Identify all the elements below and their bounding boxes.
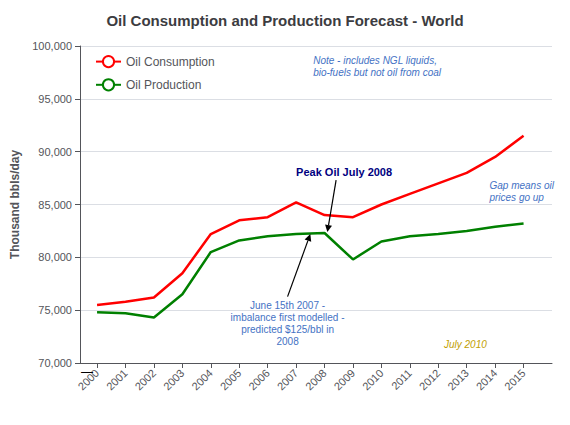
svg-text:2002: 2002 xyxy=(132,367,158,393)
svg-text:Peak Oil July 2008: Peak Oil July 2008 xyxy=(296,166,392,178)
svg-text:90,000: 90,000 xyxy=(38,146,72,158)
svg-text:2013: 2013 xyxy=(445,367,471,393)
svg-text:2003: 2003 xyxy=(161,367,187,393)
svg-text:—: — xyxy=(81,365,93,379)
svg-text:June 15th 2007 -: June 15th 2007 - xyxy=(250,300,325,311)
svg-text:2001: 2001 xyxy=(104,367,130,393)
svg-text:2008: 2008 xyxy=(303,367,329,393)
svg-text:2008: 2008 xyxy=(276,336,299,347)
svg-text:2015: 2015 xyxy=(502,367,528,393)
svg-text:80,000: 80,000 xyxy=(38,251,72,263)
svg-text:prices go up: prices go up xyxy=(488,192,544,203)
svg-text:imbalance first modelled -: imbalance first modelled - xyxy=(231,312,345,323)
svg-text:2007: 2007 xyxy=(275,367,301,393)
svg-text:Oil Consumption and Production: Oil Consumption and Production Forecast … xyxy=(106,12,463,29)
svg-text:2010: 2010 xyxy=(360,367,386,393)
svg-text:Gap means oil: Gap means oil xyxy=(489,180,554,191)
svg-text:Oil Consumption: Oil Consumption xyxy=(126,55,215,69)
svg-text:2012: 2012 xyxy=(417,367,443,393)
svg-text:2006: 2006 xyxy=(246,367,272,393)
svg-text:2014: 2014 xyxy=(474,367,500,393)
svg-text:bio-fuels but not oil from coa: bio-fuels but not oil from coal xyxy=(313,67,442,78)
svg-text:100,000: 100,000 xyxy=(32,40,72,52)
svg-text:2005: 2005 xyxy=(218,367,244,393)
svg-text:2009: 2009 xyxy=(331,367,357,393)
svg-text:predicted $125/bbl in: predicted $125/bbl in xyxy=(241,324,334,335)
svg-text:Oil Production: Oil Production xyxy=(126,78,201,92)
svg-text:2011: 2011 xyxy=(389,367,414,392)
svg-text:July 2010: July 2010 xyxy=(443,339,487,350)
svg-text:Note - includes NGL liquids,: Note - includes NGL liquids, xyxy=(313,55,437,66)
svg-text:75,000: 75,000 xyxy=(38,304,72,316)
svg-text:Thousand bbls/day: Thousand bbls/day xyxy=(8,150,22,260)
svg-text:85,000: 85,000 xyxy=(38,199,72,211)
svg-text:2004: 2004 xyxy=(189,367,215,393)
svg-text:70,000: 70,000 xyxy=(38,357,72,369)
svg-text:95,000: 95,000 xyxy=(38,93,72,105)
svg-text:2000: 2000 xyxy=(75,366,102,393)
